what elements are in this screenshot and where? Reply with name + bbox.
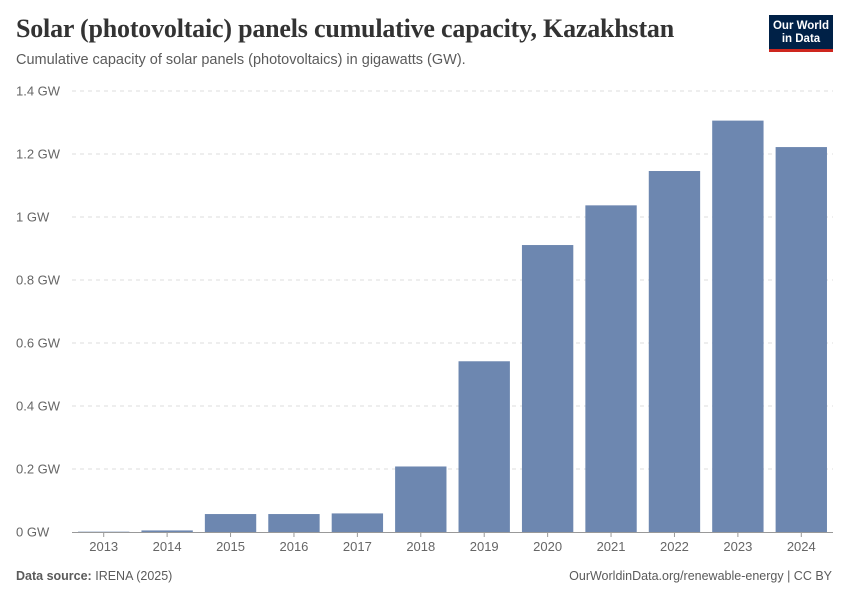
data-source-value[interactable]: IRENA (2025) [95,569,173,583]
logo-line-1: Our World [772,20,829,32]
y-tick-label: 0.6 GW [16,336,61,351]
bar[interactable] [521,245,574,532]
x-tick-label: 2013 [89,539,118,554]
x-tick-label: 2020 [533,539,562,554]
y-tick-label: 0.2 GW [16,462,61,477]
x-tick-label: 2014 [153,539,182,554]
chart-subtitle: Cumulative capacity of solar panels (pho… [16,52,466,68]
bar[interactable] [395,466,447,532]
logo-line-2: in Data [781,33,821,45]
y-tick-label: 1 GW [16,210,50,225]
x-tick-label: 2022 [660,539,689,554]
x-tick-label: 2018 [406,539,435,554]
bar[interactable] [458,361,510,532]
bar[interactable] [712,120,764,533]
x-tick-label: 2016 [279,539,308,554]
y-tick-label: 0.8 GW [16,273,61,288]
x-tick-label: 2024 [787,539,816,554]
bar[interactable] [78,531,130,533]
bar[interactable] [141,530,193,532]
bar[interactable] [204,514,257,532]
y-tick-label: 1.4 GW [16,84,61,99]
footer-link[interactable]: OurWorldinData.org/renewable-energy | CC… [569,569,832,583]
x-tick-label: 2019 [470,539,499,554]
chart-title: Solar (photovoltaic) panels cumulative c… [16,14,674,43]
x-tick-label: 2021 [597,539,626,554]
data-source: Data source: IRENA (2025) [16,569,172,583]
data-source-label: Data source: [16,569,92,583]
x-tick-label: 2023 [723,539,752,554]
x-tick-label: 2017 [343,539,372,554]
bar[interactable] [585,205,637,532]
y-tick-label: 0 GW [16,525,50,540]
bar[interactable] [268,514,320,532]
owid-logo[interactable]: Our World in Data [769,15,833,52]
bar[interactable] [775,147,827,532]
y-tick-label: 0.4 GW [16,399,61,414]
bar[interactable] [648,171,701,532]
bar[interactable] [331,513,384,532]
x-tick-label: 2015 [216,539,245,554]
y-tick-label: 1.2 GW [16,147,61,162]
